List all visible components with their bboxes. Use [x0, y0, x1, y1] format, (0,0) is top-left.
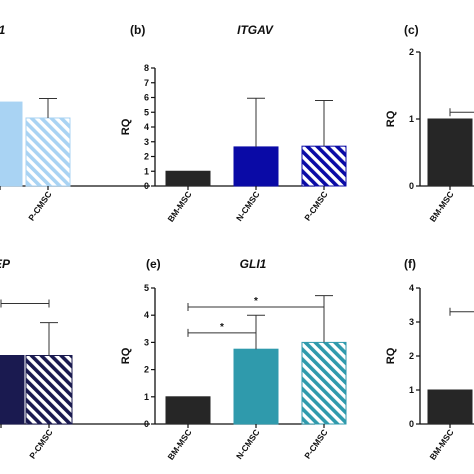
y-tick-label: 3	[144, 337, 149, 347]
panel-label: (e)	[146, 257, 161, 271]
bar-bm-msc	[427, 389, 473, 425]
y-tick-label: 0	[409, 181, 414, 191]
x-tick-label: N-CMSC	[234, 189, 262, 223]
x-tick-label: BM-MSC	[427, 189, 455, 223]
y-tick-label: 7	[144, 78, 149, 88]
y-axis-label: RQ	[385, 347, 397, 364]
y-tick-label: 1	[409, 385, 414, 395]
significance-label: *	[220, 322, 224, 333]
y-tick-label: 4	[409, 283, 414, 293]
panel-label: (f)	[404, 257, 416, 271]
y-tick-label: 0	[409, 419, 414, 429]
x-tick-label: N-CMSC	[234, 427, 262, 461]
bar-bm-msc	[165, 170, 211, 187]
chart-title: EP	[0, 257, 11, 271]
panel-label: (c)	[404, 23, 419, 37]
significance-label: *	[254, 296, 258, 307]
y-tick-label: 0	[144, 181, 149, 191]
y-tick-label: 2	[409, 47, 414, 57]
y-tick-label: 2	[409, 351, 414, 361]
x-tick-label: BM-MSC	[165, 427, 193, 461]
y-tick-label: 3	[144, 137, 149, 147]
bar-series-0	[0, 355, 25, 425]
bar-p-cmsc	[25, 117, 71, 187]
chart-title: 1	[0, 23, 6, 37]
x-tick-label: P-CMSC	[302, 427, 329, 460]
bar-bm-msc	[427, 118, 473, 187]
y-tick-label: 1	[144, 392, 149, 402]
chart-title: ITGAV	[237, 23, 274, 37]
panel-c: (c) 0 1 2 RQ BM-MSC	[385, 23, 474, 224]
bar-p-cmsc	[301, 145, 347, 187]
y-tick-label: 5	[144, 107, 149, 117]
panel-b: (b) ITGAV 0 1 2 3 4 5 6 7 8 RQ BM-MSC N-CMSC P-CMSC	[120, 23, 347, 224]
y-tick-label: 2	[144, 365, 149, 375]
y-tick-label: 0	[144, 419, 149, 429]
panel-label: (b)	[130, 23, 145, 37]
y-tick-label: 1	[144, 166, 149, 176]
bar-n-cmsc	[233, 348, 279, 425]
y-axis-label: RQ	[385, 110, 397, 127]
y-axis-label: RQ	[120, 347, 132, 364]
x-tick-label: BM-MSC	[165, 189, 193, 223]
bar-n-cmsc	[233, 146, 279, 187]
y-tick-label: 2	[144, 152, 149, 162]
y-tick-label: 4	[144, 122, 149, 132]
panel-d: EP P-CMSC	[0, 257, 150, 461]
bar-series-0	[0, 101, 23, 187]
y-tick-label: 3	[409, 317, 414, 327]
bar-p-cmsc	[301, 341, 347, 425]
x-tick-label: P-CMSC	[26, 189, 53, 222]
y-axis-label: RQ	[120, 118, 132, 135]
x-tick-label: P-CMSC	[302, 189, 329, 222]
y-tick-label: 4	[144, 310, 149, 320]
y-tick-label: 8	[144, 63, 149, 73]
y-tick-label: 5	[144, 283, 149, 293]
bar-p-cmsc	[25, 355, 73, 425]
x-tick-label: BM-MSC	[427, 427, 455, 461]
y-tick-label: 1	[409, 114, 414, 124]
y-tick-label: 6	[144, 93, 149, 103]
panel-e: (e) GLI1 0 1 2 3 4 5 RQ BM-MSC N-CMSC P-CMSC * *	[120, 257, 347, 462]
chart-title: GLI1	[240, 257, 267, 271]
x-tick-label: P-CMSC	[27, 427, 54, 460]
bar-bm-msc	[165, 396, 211, 425]
panel-f: (f) 0 1 2 3 4 RQ BM-MSC	[385, 257, 474, 462]
